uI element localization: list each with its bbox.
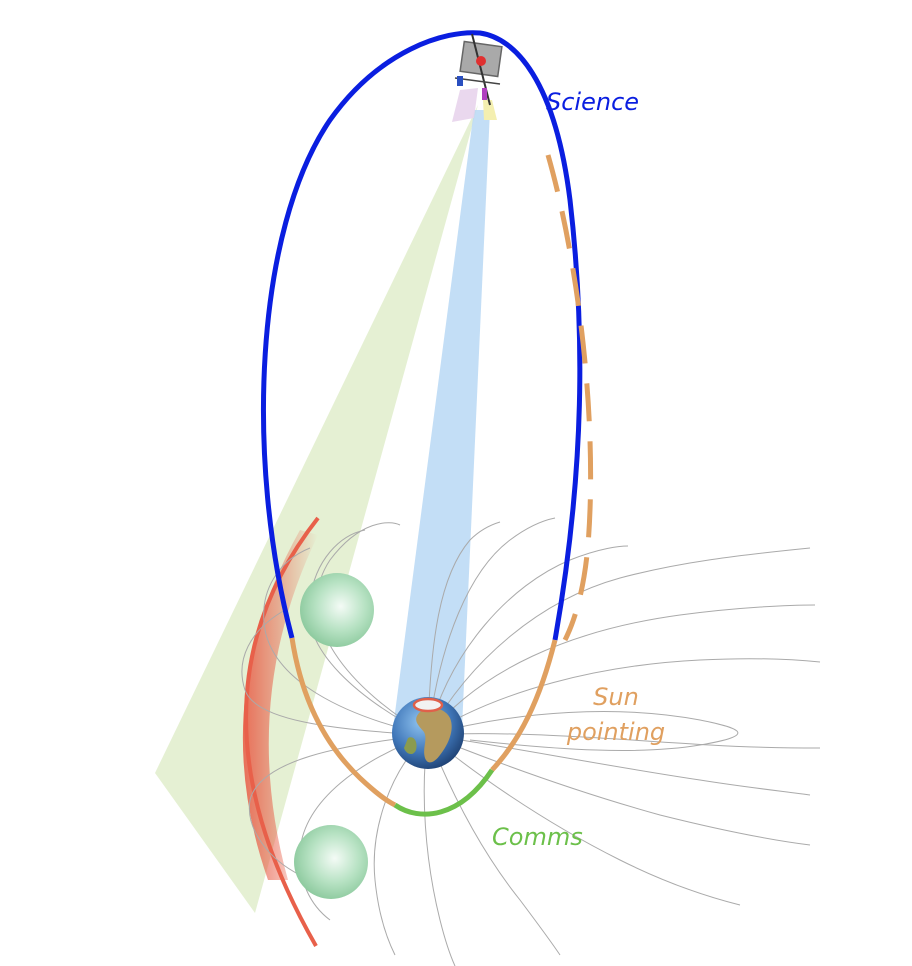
sun-pointing-dashed-arc xyxy=(545,154,594,642)
moon-sphere-lower xyxy=(294,825,368,899)
earth-icon xyxy=(392,697,464,769)
bow-shock-curve xyxy=(244,516,320,947)
label-comms: Comms xyxy=(492,823,583,851)
orbit-sun-pointing-right xyxy=(490,639,558,772)
orbit-sun-pointing-left xyxy=(289,637,397,808)
label-science: Science xyxy=(546,88,639,116)
spacecraft-icon xyxy=(452,33,503,122)
label-sun-pointing-line1: Sun xyxy=(593,683,639,711)
moon-sphere-upper xyxy=(300,573,374,647)
green-field-of-view xyxy=(155,105,478,913)
label-sun-pointing-line2: pointing xyxy=(566,718,665,746)
blue-field-of-view xyxy=(393,110,490,728)
orbit-comms-segment xyxy=(393,768,495,817)
bow-shock-glow xyxy=(242,530,318,880)
orbit-science-segment xyxy=(261,30,583,641)
